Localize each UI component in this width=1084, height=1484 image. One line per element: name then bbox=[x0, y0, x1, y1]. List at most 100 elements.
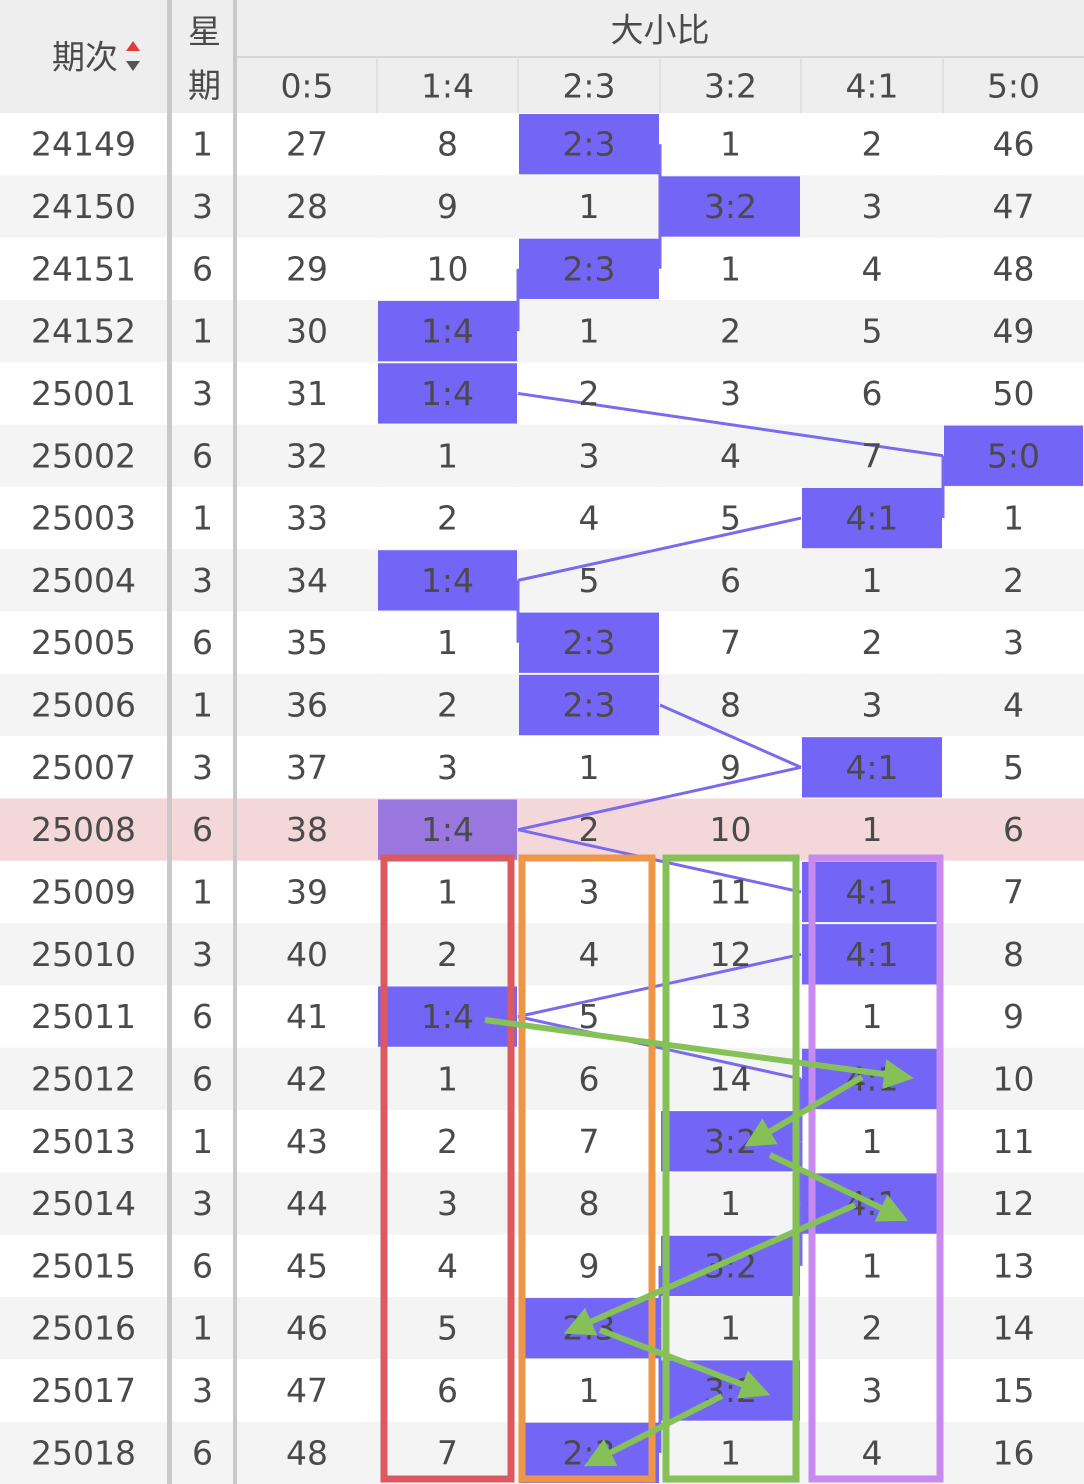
cell: 10 bbox=[993, 1059, 1035, 1098]
cell: 32 bbox=[286, 436, 328, 475]
cell: 25002 bbox=[31, 436, 136, 475]
separators bbox=[167, 0, 237, 1484]
cell: 25006 bbox=[31, 686, 136, 725]
cell: 25008 bbox=[31, 810, 136, 849]
cell: 5 bbox=[579, 997, 600, 1036]
row-bg bbox=[0, 299, 1084, 363]
cell: 6 bbox=[192, 249, 213, 288]
cell: 2 bbox=[862, 125, 883, 164]
cell: 7 bbox=[579, 1122, 600, 1161]
hit-link bbox=[517, 391, 944, 458]
cell: 4 bbox=[862, 1433, 883, 1472]
box-orange bbox=[518, 854, 656, 1483]
hit-cell bbox=[378, 550, 517, 611]
cell: 9 bbox=[720, 748, 741, 787]
cell: 1 bbox=[437, 623, 458, 662]
cell: 44 bbox=[286, 1184, 328, 1223]
cell: 34 bbox=[286, 561, 328, 600]
cell: 11 bbox=[710, 872, 752, 911]
cell: 1 bbox=[192, 1309, 213, 1348]
hit-cell bbox=[661, 1235, 800, 1297]
cell: 11 bbox=[993, 1122, 1035, 1161]
cell: 40 bbox=[286, 935, 328, 974]
sort-up bbox=[126, 41, 140, 51]
hit-cell bbox=[519, 674, 659, 736]
cell: 16 bbox=[993, 1433, 1035, 1472]
hit-label: 2:3 bbox=[562, 125, 615, 164]
hit-cell bbox=[661, 1360, 800, 1421]
hit-label: 1:4 bbox=[421, 561, 474, 600]
cell: 4 bbox=[720, 436, 741, 475]
hit-label: 1:4 bbox=[421, 997, 474, 1036]
separator bbox=[167, 0, 172, 1484]
cell: 25009 bbox=[31, 872, 136, 911]
hit-label: 2:3 bbox=[562, 686, 615, 725]
cell: 25013 bbox=[31, 1122, 136, 1161]
cell: 28 bbox=[286, 187, 328, 226]
hit-cell bbox=[378, 300, 517, 362]
cell: 3 bbox=[192, 561, 213, 600]
cell: 1 bbox=[720, 1309, 741, 1348]
cell: 38 bbox=[286, 810, 328, 849]
cell: 10 bbox=[427, 249, 469, 288]
weekday-header: 星期 bbox=[183, 14, 222, 122]
cell: 1 bbox=[862, 997, 883, 1036]
cell: 13 bbox=[710, 997, 752, 1036]
hit-label: 4:1 bbox=[845, 499, 898, 538]
cell: 1 bbox=[720, 1433, 741, 1472]
cell: 2 bbox=[579, 810, 600, 849]
cell: 2 bbox=[579, 374, 600, 413]
cell: 3 bbox=[437, 748, 458, 787]
cell: 1 bbox=[862, 810, 883, 849]
box-purple bbox=[808, 854, 944, 1483]
hit-cell bbox=[802, 861, 942, 923]
cell: 24151 bbox=[31, 249, 136, 288]
cell: 5 bbox=[720, 499, 741, 538]
hit-cell bbox=[378, 799, 517, 860]
hit-label: 4:1 bbox=[845, 748, 898, 787]
hit-label: 4:1 bbox=[845, 872, 898, 911]
cell: 5 bbox=[862, 312, 883, 351]
cell: 1 bbox=[720, 1184, 741, 1223]
cell: 48 bbox=[286, 1433, 328, 1472]
column-header: 4:1 bbox=[845, 67, 898, 106]
cell: 3 bbox=[862, 686, 883, 725]
cell: 9 bbox=[1003, 997, 1024, 1036]
hit-cell bbox=[944, 425, 1083, 486]
column-header: 1:4 bbox=[421, 67, 474, 106]
cell: 3 bbox=[192, 1184, 213, 1223]
cell: 9 bbox=[579, 1246, 600, 1285]
hit-label: 4:1 bbox=[845, 935, 898, 974]
cell: 3 bbox=[192, 374, 213, 413]
cell: 8 bbox=[579, 1184, 600, 1223]
header: 期次 星期 大小比 0:5 1:4 2:3 3:2 4:1 5:0 bbox=[52, 11, 1040, 123]
cell: 45 bbox=[286, 1246, 328, 1285]
hit-label: 2:3 bbox=[562, 249, 615, 288]
hit-cell bbox=[802, 737, 942, 798]
hit-cell bbox=[802, 487, 942, 549]
cell: 1 bbox=[192, 125, 213, 164]
cell: 31 bbox=[286, 374, 328, 413]
cell: 10 bbox=[710, 810, 752, 849]
row-bg bbox=[0, 175, 1084, 238]
row-bg bbox=[0, 549, 1084, 612]
cell: 24149 bbox=[31, 125, 136, 164]
column-header: 2:3 bbox=[562, 67, 615, 106]
cell: 6 bbox=[192, 810, 213, 849]
cell: 1 bbox=[720, 125, 741, 164]
cell: 37 bbox=[286, 748, 328, 787]
hit-label: 1:4 bbox=[421, 312, 474, 351]
cell: 1 bbox=[720, 249, 741, 288]
cell: 49 bbox=[993, 312, 1035, 351]
arrow bbox=[744, 1074, 864, 1147]
hit-cell bbox=[519, 612, 659, 673]
period-header: 期次 bbox=[52, 38, 118, 77]
cell: 1 bbox=[862, 1122, 883, 1161]
cell: 1 bbox=[437, 436, 458, 475]
hit-cell bbox=[378, 363, 517, 424]
sort-down bbox=[126, 61, 140, 71]
row-bg bbox=[0, 1110, 1084, 1173]
cell: 25007 bbox=[31, 748, 136, 787]
cell: 4 bbox=[1003, 686, 1024, 725]
